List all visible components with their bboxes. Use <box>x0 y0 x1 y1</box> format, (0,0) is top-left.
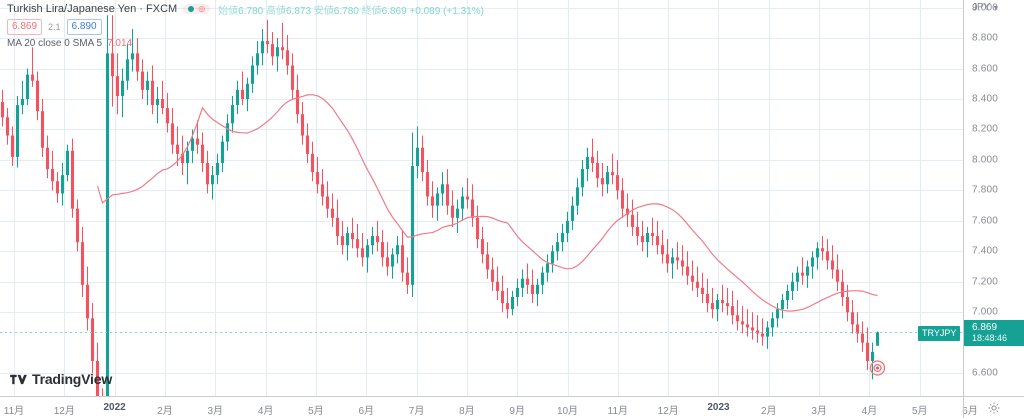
time-tick: 4月 <box>861 406 878 417</box>
chevron-down-icon: ▼ <box>992 5 1000 12</box>
price-tick: 8.000 <box>972 154 999 166</box>
time-tick: 8月 <box>459 406 475 417</box>
time-tick: 2022 <box>103 402 126 413</box>
price-tick: 7.200 <box>972 276 999 288</box>
price-tick: 8.600 <box>972 63 999 75</box>
time-tick: 7月 <box>408 406 425 417</box>
time-tick: 11月 <box>607 406 629 417</box>
price-tick: 7.000 <box>972 306 999 318</box>
time-tick: 3月 <box>811 406 827 417</box>
time-tick: 2月 <box>157 406 173 417</box>
time-tick: 12月 <box>657 406 679 417</box>
price-tick: 8.800 <box>972 32 999 44</box>
current-price-time: 18:48:46 <box>972 333 1008 344</box>
time-tick: 2月 <box>761 406 777 417</box>
price-tick: 8.200 <box>972 123 999 135</box>
currency-label-text: JPY <box>972 2 991 13</box>
price-tick: 8.400 <box>972 93 999 105</box>
time-tick: 12月 <box>53 406 75 417</box>
time-axis[interactable]: 11月 12月 2022 2月 3月 4月 5月 6月 7月 8月 9月 10月 11月 12月 2023 2… <box>0 396 1024 418</box>
price-tick: 7.400 <box>972 245 999 257</box>
price-tick: 9.000 <box>972 2 999 14</box>
time-tick: 5月 <box>911 406 928 417</box>
time-tick: 2023 <box>707 402 730 413</box>
gear-icon[interactable] <box>987 401 1001 415</box>
time-tick: 4月 <box>257 406 274 417</box>
price-tick: 7.800 <box>972 184 999 196</box>
chart-overlays <box>0 94 963 376</box>
chart-gridlines <box>0 0 963 396</box>
symbol-price-tag[interactable]: TRYJPY <box>918 326 961 342</box>
time-tick: 6月 <box>962 406 978 417</box>
price-axis[interactable]: JPY ▼ 9.000 8.800 8.600 8.400 8.200 8.000 7.800… <box>963 0 1024 396</box>
candlestick-series <box>0 15 880 396</box>
time-tick: 10月 <box>556 406 579 417</box>
time-tick: 3月 <box>207 406 224 417</box>
price-tick: 7.600 <box>972 215 999 227</box>
chart-plot-area[interactable] <box>0 0 963 396</box>
time-tick: 5月 <box>308 406 324 417</box>
time-tick: 6月 <box>358 406 375 417</box>
price-tick: 6.600 <box>972 367 999 379</box>
currency-selector[interactable]: JPY ▼ <box>972 2 999 13</box>
time-tick: 11月 <box>3 406 25 417</box>
axis-divider <box>963 397 964 418</box>
time-tick: 9月 <box>509 406 525 417</box>
current-price-value: 6.869 <box>972 322 998 334</box>
current-price-tag[interactable]: 6.869 18:48:46 <box>964 320 1024 347</box>
